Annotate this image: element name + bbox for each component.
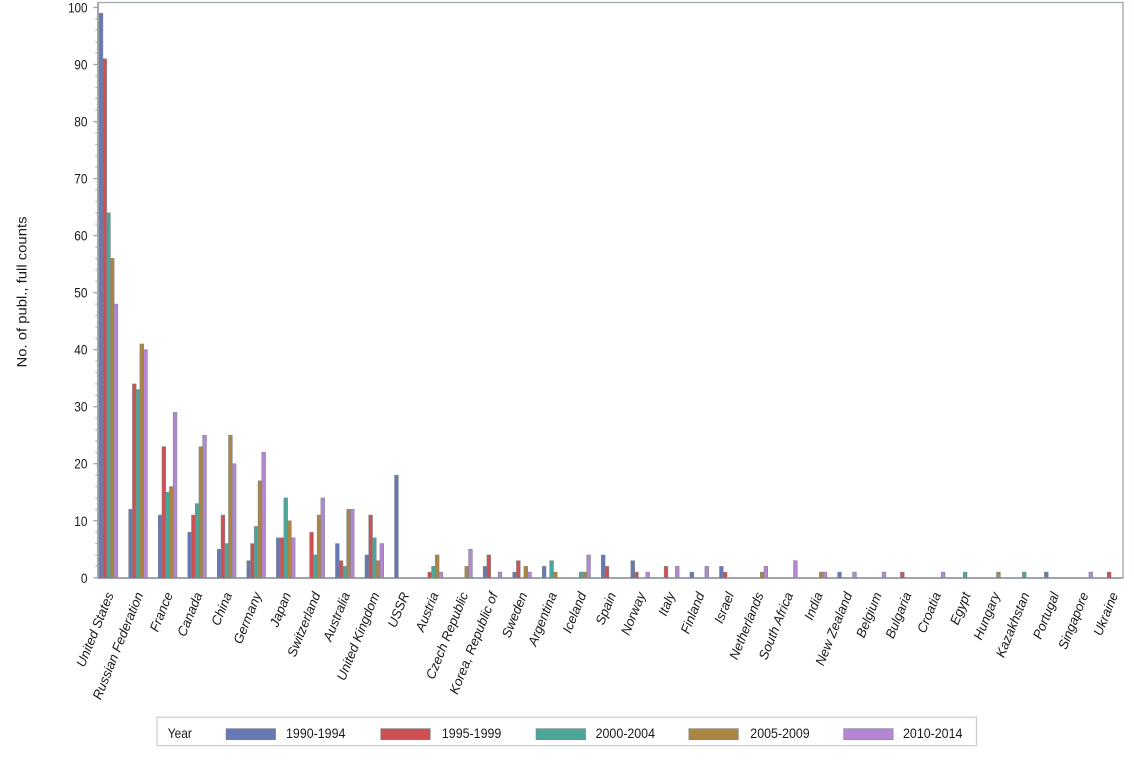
svg-text:30: 30	[74, 399, 87, 415]
svg-text:2005-2009: 2005-2009	[750, 725, 810, 741]
svg-text:Year: Year	[168, 725, 192, 741]
svg-text:80: 80	[74, 114, 87, 130]
svg-text:40: 40	[74, 342, 87, 358]
svg-text:1990-1994: 1990-1994	[286, 725, 346, 741]
svg-text:0: 0	[81, 570, 88, 586]
svg-text:2010-2014: 2010-2014	[903, 725, 963, 741]
svg-text:2000-2004: 2000-2004	[596, 725, 656, 741]
svg-text:90: 90	[74, 57, 87, 73]
svg-text:10: 10	[74, 513, 87, 529]
svg-text:1995-1999: 1995-1999	[442, 725, 502, 741]
svg-text:50: 50	[74, 285, 87, 301]
svg-text:No. of publ., full counts: No. of publ., full counts	[14, 217, 30, 368]
svg-text:100: 100	[68, 0, 88, 16]
svg-text:60: 60	[74, 228, 87, 244]
svg-text:70: 70	[74, 171, 87, 187]
svg-text:20: 20	[74, 456, 87, 472]
